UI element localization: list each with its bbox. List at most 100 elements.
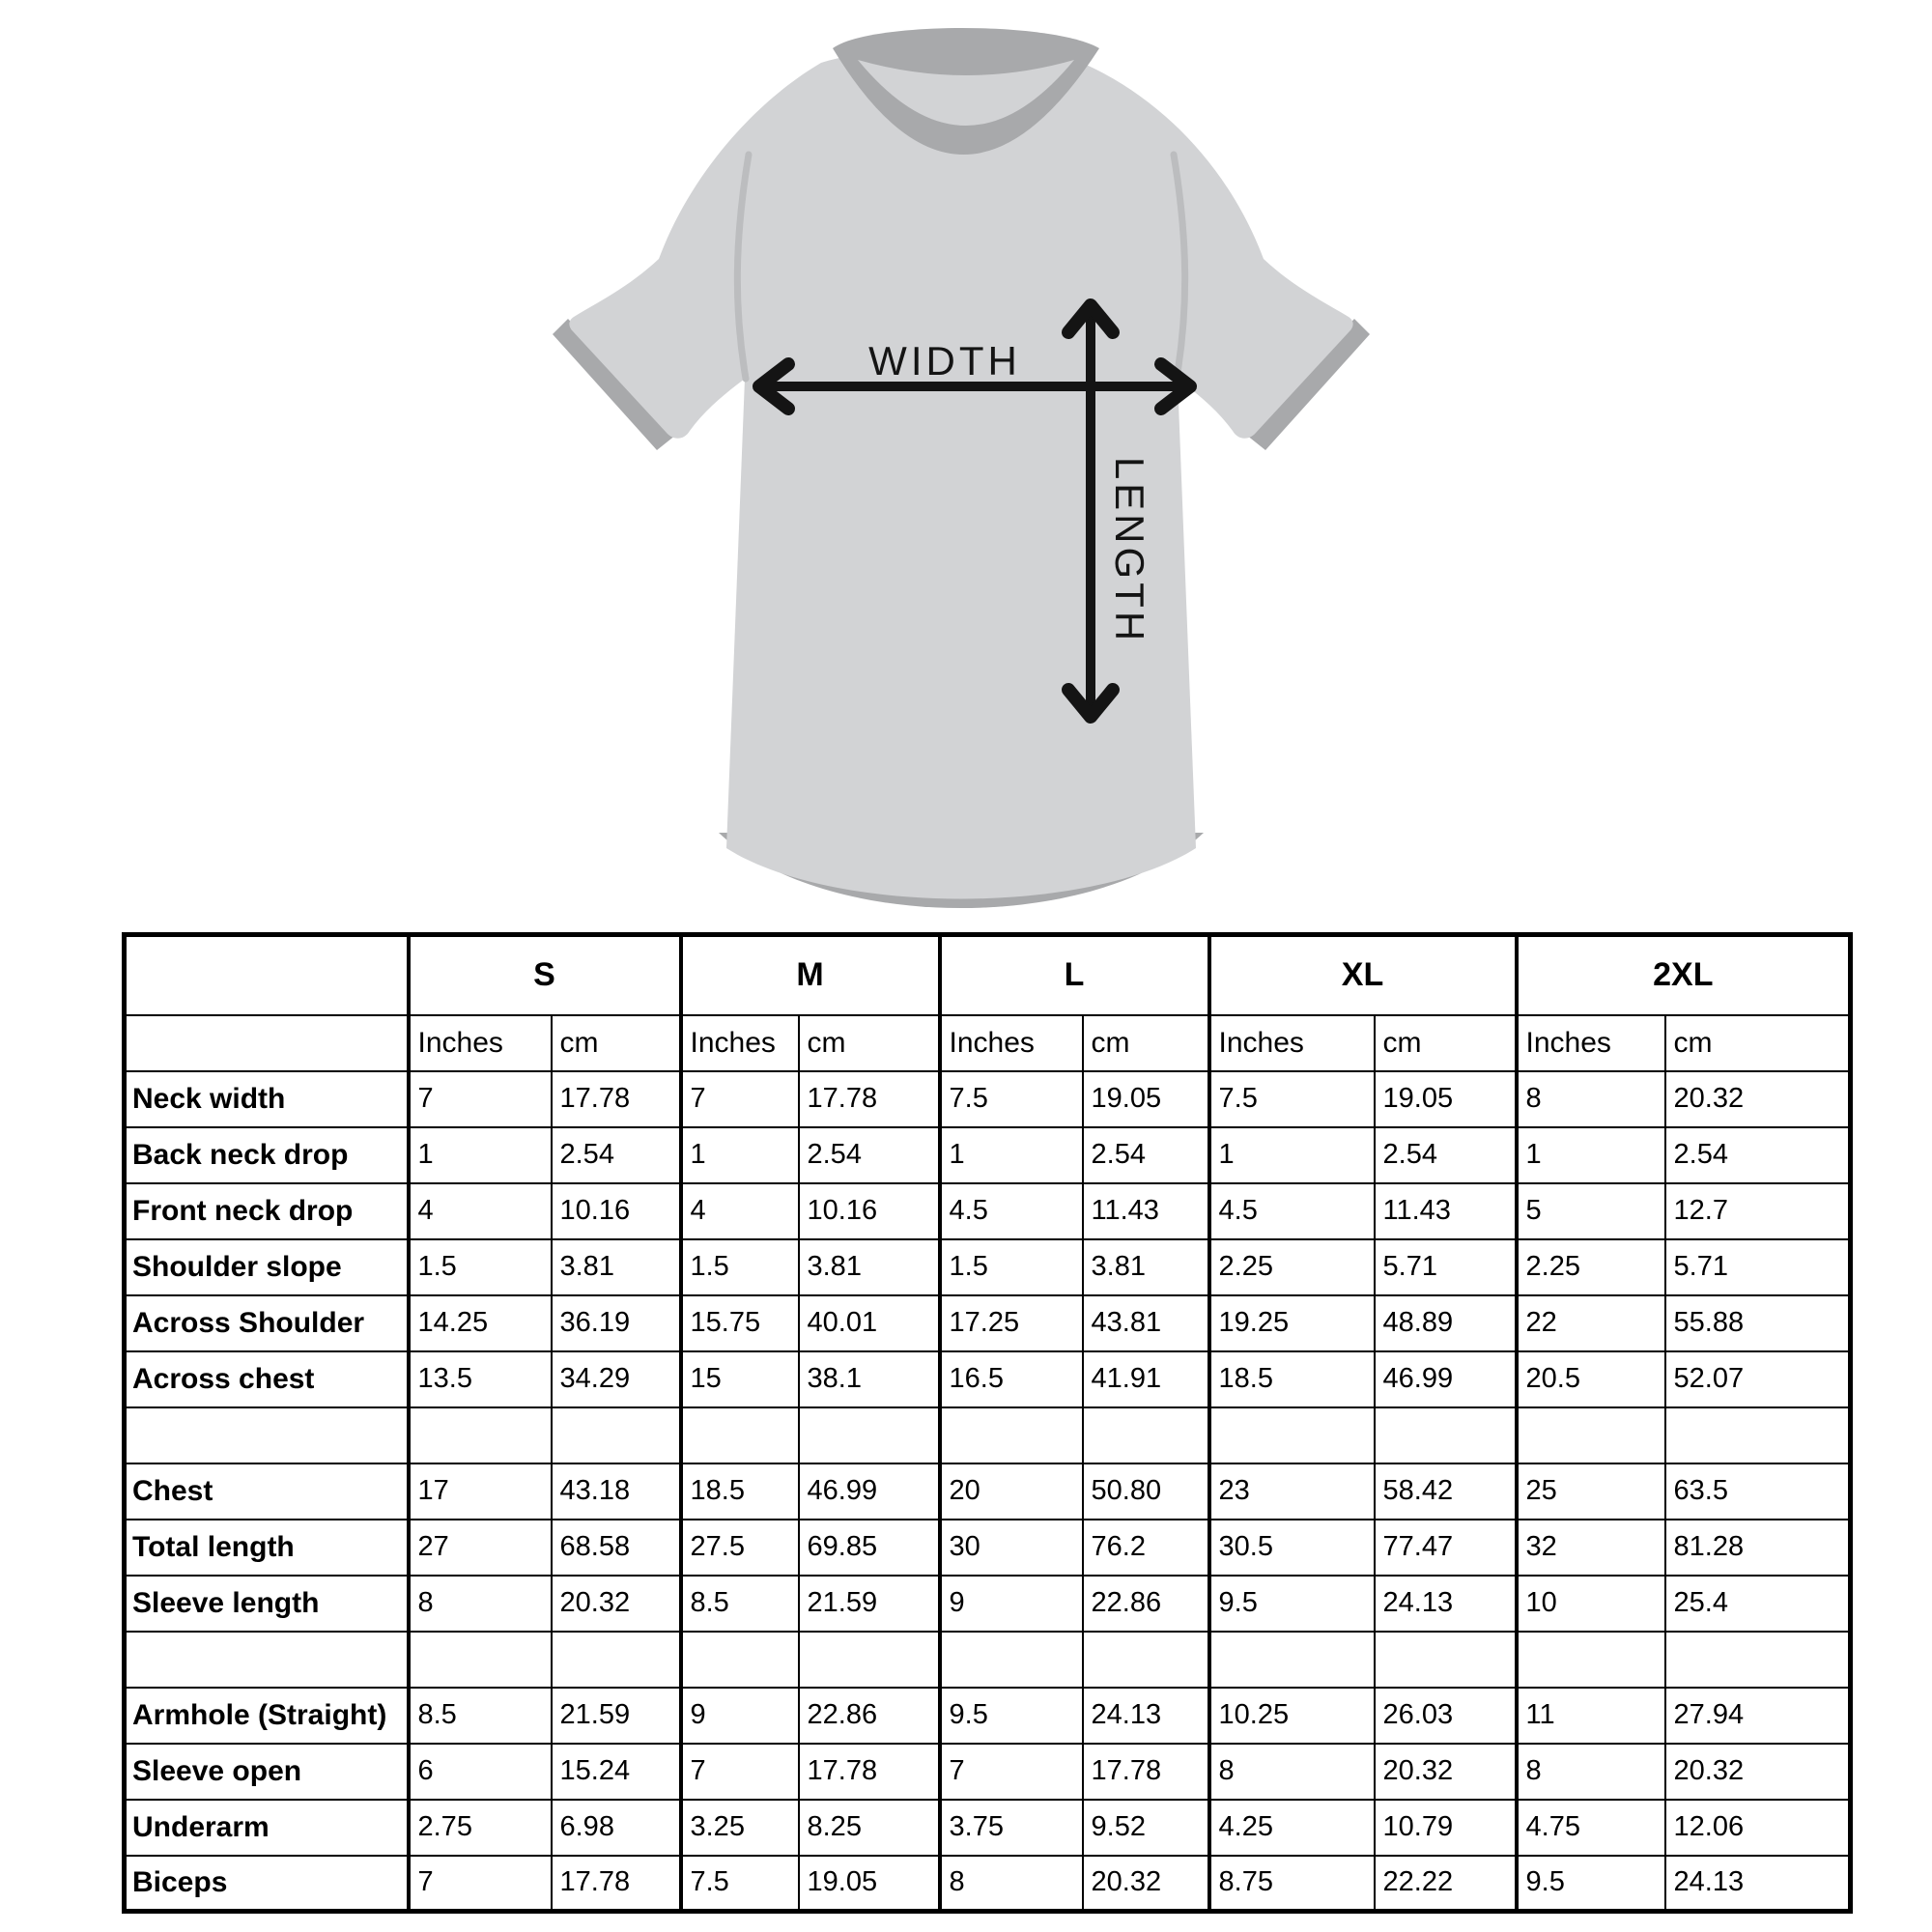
value-cell xyxy=(550,1406,682,1464)
value-cell: 19.05 xyxy=(1081,1069,1210,1128)
value-cell xyxy=(1207,1406,1376,1464)
row-label-across-shoulder: Across Shoulder xyxy=(123,1293,410,1352)
value-cell: 58.42 xyxy=(1373,1462,1518,1520)
value-cell: 1 xyxy=(937,1125,1084,1184)
collar-opening xyxy=(858,60,1074,126)
unit-header-cm: cm xyxy=(1663,1013,1852,1072)
value-cell: 4.25 xyxy=(1207,1798,1376,1857)
value-cell xyxy=(678,1630,800,1689)
table-row-shoulder-slope: Shoulder slope 1.5 3.81 1.5 3.81 1.5 3.81 2.25 5… xyxy=(123,1237,1852,1296)
value-cell: 9.5 xyxy=(1207,1574,1376,1633)
width-arrow xyxy=(753,357,1197,415)
value-cell: 18.5 xyxy=(1207,1350,1376,1408)
value-cell: 7 xyxy=(678,1069,800,1128)
value-cell: 20.32 xyxy=(550,1574,682,1633)
value-cell: 4.5 xyxy=(937,1181,1084,1240)
size-header-xl: XL xyxy=(1207,933,1518,1016)
value-cell: 19.05 xyxy=(1373,1069,1518,1128)
value-cell: 20 xyxy=(937,1462,1084,1520)
value-cell: 4 xyxy=(406,1181,553,1240)
value-cell xyxy=(1514,1406,1666,1464)
value-cell: 8.5 xyxy=(678,1574,800,1633)
unit-header-inches: Inches xyxy=(1514,1013,1666,1072)
value-cell: 7.5 xyxy=(1207,1069,1376,1128)
value-cell: 10.16 xyxy=(797,1181,941,1240)
row-label-chest: Chest xyxy=(123,1462,410,1520)
value-cell: 8 xyxy=(406,1574,553,1633)
row-label-underarm: Underarm xyxy=(123,1798,410,1857)
unit-header-cm: cm xyxy=(797,1013,941,1072)
value-cell: 36.19 xyxy=(550,1293,682,1352)
length-label: LENGTH xyxy=(1107,457,1152,644)
value-cell: 69.85 xyxy=(797,1518,941,1577)
value-cell: 81.28 xyxy=(1663,1518,1852,1577)
table-row-neck-width: Neck width 7 17.78 7 17.78 7.5 19.05 7.5 19.05 8 2… xyxy=(123,1069,1852,1128)
value-cell: 22.86 xyxy=(1081,1574,1210,1633)
value-cell: 27 xyxy=(406,1518,553,1577)
value-cell: 3.25 xyxy=(678,1798,800,1857)
value-cell: 6 xyxy=(406,1742,553,1801)
value-cell: 34.29 xyxy=(550,1350,682,1408)
value-cell: 6.98 xyxy=(550,1798,682,1857)
value-cell: 1 xyxy=(406,1125,553,1184)
value-cell: 30.5 xyxy=(1207,1518,1376,1577)
value-cell: 43.81 xyxy=(1081,1293,1210,1352)
value-cell: 9.5 xyxy=(937,1686,1084,1745)
value-cell: 46.99 xyxy=(797,1462,941,1520)
value-cell: 2.54 xyxy=(1663,1125,1852,1184)
value-cell: 25.4 xyxy=(1663,1574,1852,1633)
value-cell: 8 xyxy=(1514,1742,1666,1801)
row-label-front-neck-drop: Front neck drop xyxy=(123,1181,410,1240)
value-cell: 20.32 xyxy=(1663,1742,1852,1801)
value-cell: 26.03 xyxy=(1373,1686,1518,1745)
value-cell: 8 xyxy=(937,1854,1084,1913)
value-cell xyxy=(1663,1406,1852,1464)
right-cuff-trim xyxy=(1246,319,1370,450)
value-cell: 24.13 xyxy=(1663,1854,1852,1913)
value-cell: 9.52 xyxy=(1081,1798,1210,1857)
value-cell: 15.24 xyxy=(550,1742,682,1801)
unit-header-cm: cm xyxy=(550,1013,682,1072)
size-header-row: S M L XL 2XL xyxy=(123,933,1852,1016)
row-label-neck-width: Neck width xyxy=(123,1069,410,1128)
value-cell: 12.7 xyxy=(1663,1181,1852,1240)
value-cell: 22 xyxy=(1514,1293,1666,1352)
row-label-total-length: Total length xyxy=(123,1518,410,1577)
value-cell: 68.58 xyxy=(550,1518,682,1577)
value-cell: 2.54 xyxy=(550,1125,682,1184)
unit-header-inches: Inches xyxy=(678,1013,800,1072)
value-cell: 2.25 xyxy=(1207,1237,1376,1296)
value-cell: 3.75 xyxy=(937,1798,1084,1857)
value-cell: 12.06 xyxy=(1663,1798,1852,1857)
value-cell: 7 xyxy=(678,1742,800,1801)
width-label: WIDTH xyxy=(868,338,1021,384)
table-row-sleeve-length: Sleeve length 8 20.32 8.5 21.59 9 22.86 9.5 24.1… xyxy=(123,1574,1852,1633)
value-cell: 22.86 xyxy=(797,1686,941,1745)
value-cell xyxy=(678,1406,800,1464)
value-cell: 9 xyxy=(937,1574,1084,1633)
value-cell: 17.78 xyxy=(797,1742,941,1801)
value-cell xyxy=(406,1630,553,1689)
value-cell: 13.5 xyxy=(406,1350,553,1408)
value-cell: 1 xyxy=(1207,1125,1376,1184)
value-cell: 14.25 xyxy=(406,1293,553,1352)
value-cell: 63.5 xyxy=(1663,1462,1852,1520)
value-cell xyxy=(937,1630,1084,1689)
table-row-chest: Chest 17 43.18 18.5 46.99 20 50.80 23 58.42 25 63.… xyxy=(123,1462,1852,1520)
value-cell: 15 xyxy=(678,1350,800,1408)
unit-header-cm: cm xyxy=(1373,1013,1518,1072)
row-label-sleeve-open: Sleeve open xyxy=(123,1742,410,1801)
value-cell: 30 xyxy=(937,1518,1084,1577)
left-cuff-trim xyxy=(553,319,676,450)
value-cell: 3.81 xyxy=(550,1237,682,1296)
table-row-total-length: Total length 27 68.58 27.5 69.85 30 76.2 30.5 77… xyxy=(123,1518,1852,1577)
value-cell: 3.81 xyxy=(797,1237,941,1296)
value-cell: 17.78 xyxy=(797,1069,941,1128)
value-cell: 5 xyxy=(1514,1181,1666,1240)
value-cell xyxy=(937,1406,1084,1464)
unit-header-cm: cm xyxy=(1081,1013,1210,1072)
value-cell xyxy=(1514,1630,1666,1689)
value-cell xyxy=(1663,1630,1852,1689)
value-cell: 19.05 xyxy=(797,1854,941,1913)
